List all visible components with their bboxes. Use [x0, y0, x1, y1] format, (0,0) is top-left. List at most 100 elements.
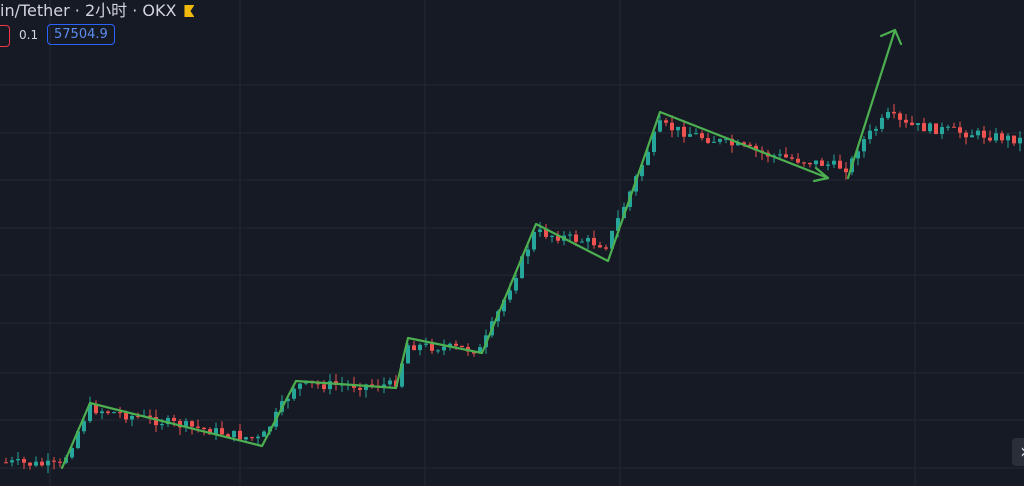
- candle-body: [568, 234, 572, 236]
- candle-body: [4, 462, 8, 464]
- candle-body: [328, 381, 332, 390]
- candle-body: [556, 235, 560, 241]
- candle-body: [190, 421, 194, 427]
- candle-body: [724, 138, 728, 140]
- candle-body: [28, 462, 32, 466]
- candle-body: [478, 347, 482, 354]
- candle-body: [196, 426, 200, 428]
- candle-body: [580, 241, 584, 243]
- candle-body: [928, 123, 932, 132]
- candle-body: [1018, 137, 1022, 144]
- candle-body: [226, 434, 230, 438]
- candle-body: [682, 126, 686, 137]
- candle-body: [784, 154, 788, 158]
- price-box[interactable]: 57504.9: [47, 24, 115, 45]
- candle-body: [970, 135, 974, 138]
- candle-body: [472, 351, 476, 354]
- candle-body: [370, 384, 374, 386]
- candle-body: [550, 235, 554, 237]
- candle-body: [658, 120, 662, 132]
- candle-body: [880, 117, 884, 129]
- candle-body: [736, 142, 740, 146]
- candle-body: [952, 126, 956, 128]
- candle-body: [256, 436, 260, 439]
- candle-body: [166, 417, 170, 425]
- candle-body: [802, 162, 806, 164]
- candle-body: [940, 127, 944, 135]
- candle-body: [298, 383, 302, 389]
- candle-body: [508, 290, 512, 300]
- candle-body: [46, 460, 50, 466]
- candle-body: [316, 383, 320, 385]
- candle-body: [130, 415, 134, 420]
- candle-body: [868, 130, 872, 140]
- candle-body: [796, 158, 800, 163]
- title-text: in/Tether · 2小时 · OKX: [0, 1, 177, 20]
- candle-body: [436, 350, 440, 352]
- candle-body: [400, 363, 404, 387]
- candle-body: [706, 138, 710, 143]
- candle-body: [958, 127, 962, 133]
- candle-body: [214, 428, 218, 435]
- candle-body: [826, 164, 830, 166]
- candle-body: [10, 460, 14, 463]
- candle-body: [424, 343, 428, 345]
- candle-body: [646, 151, 650, 165]
- candle-body: [160, 424, 164, 426]
- candle-body: [124, 412, 128, 420]
- candle-body: [604, 247, 608, 249]
- candle-body: [598, 245, 602, 248]
- candle-body: [1012, 135, 1016, 144]
- candles: [4, 104, 1022, 474]
- candle-body: [106, 411, 110, 414]
- candle-body: [676, 126, 680, 131]
- candle-body: [922, 123, 926, 132]
- scroll-button[interactable]: ›: [1012, 438, 1024, 466]
- candle-body: [430, 343, 434, 351]
- candle-body: [172, 417, 176, 421]
- zigzag-line: [60, 110, 830, 470]
- candle-body: [694, 133, 698, 135]
- candle-body: [202, 427, 206, 430]
- candle-body: [616, 218, 620, 231]
- candle-body: [418, 344, 422, 351]
- candle-body: [856, 151, 860, 159]
- candle-body: [100, 411, 104, 414]
- candle-body: [820, 160, 824, 166]
- candle-body: [412, 345, 416, 351]
- step-label: 0.1: [19, 28, 39, 42]
- candle-body: [448, 343, 452, 347]
- candle-body: [664, 120, 668, 123]
- candle-body: [976, 130, 980, 136]
- candle-body: [442, 346, 446, 351]
- candle-body: [292, 388, 296, 399]
- candle-body: [112, 412, 116, 414]
- candle-body: [670, 122, 674, 131]
- candle-body: [1006, 135, 1010, 141]
- candle-body: [844, 168, 848, 173]
- candle-body: [358, 387, 362, 390]
- candle-body: [964, 132, 968, 138]
- candle-body: [748, 144, 752, 146]
- candle-body: [88, 403, 92, 422]
- candle-body: [1000, 133, 1004, 141]
- candle-body: [538, 229, 542, 232]
- flag-icon: [184, 5, 195, 17]
- candle-body: [154, 417, 158, 426]
- candle-body: [838, 160, 842, 169]
- candle-body: [76, 431, 80, 449]
- candle-body: [520, 256, 524, 278]
- sell-box[interactable]: [0, 25, 10, 47]
- candle-body: [700, 133, 704, 139]
- candle-body: [118, 412, 122, 414]
- candle-body: [244, 437, 248, 440]
- candle-body: [586, 237, 590, 242]
- candle-body: [388, 380, 392, 385]
- candle-body: [652, 131, 656, 152]
- candle-body: [808, 162, 812, 165]
- candle-body: [916, 123, 920, 125]
- candle-body: [526, 249, 530, 257]
- candle-body: [946, 126, 950, 128]
- candle-body: [892, 111, 896, 114]
